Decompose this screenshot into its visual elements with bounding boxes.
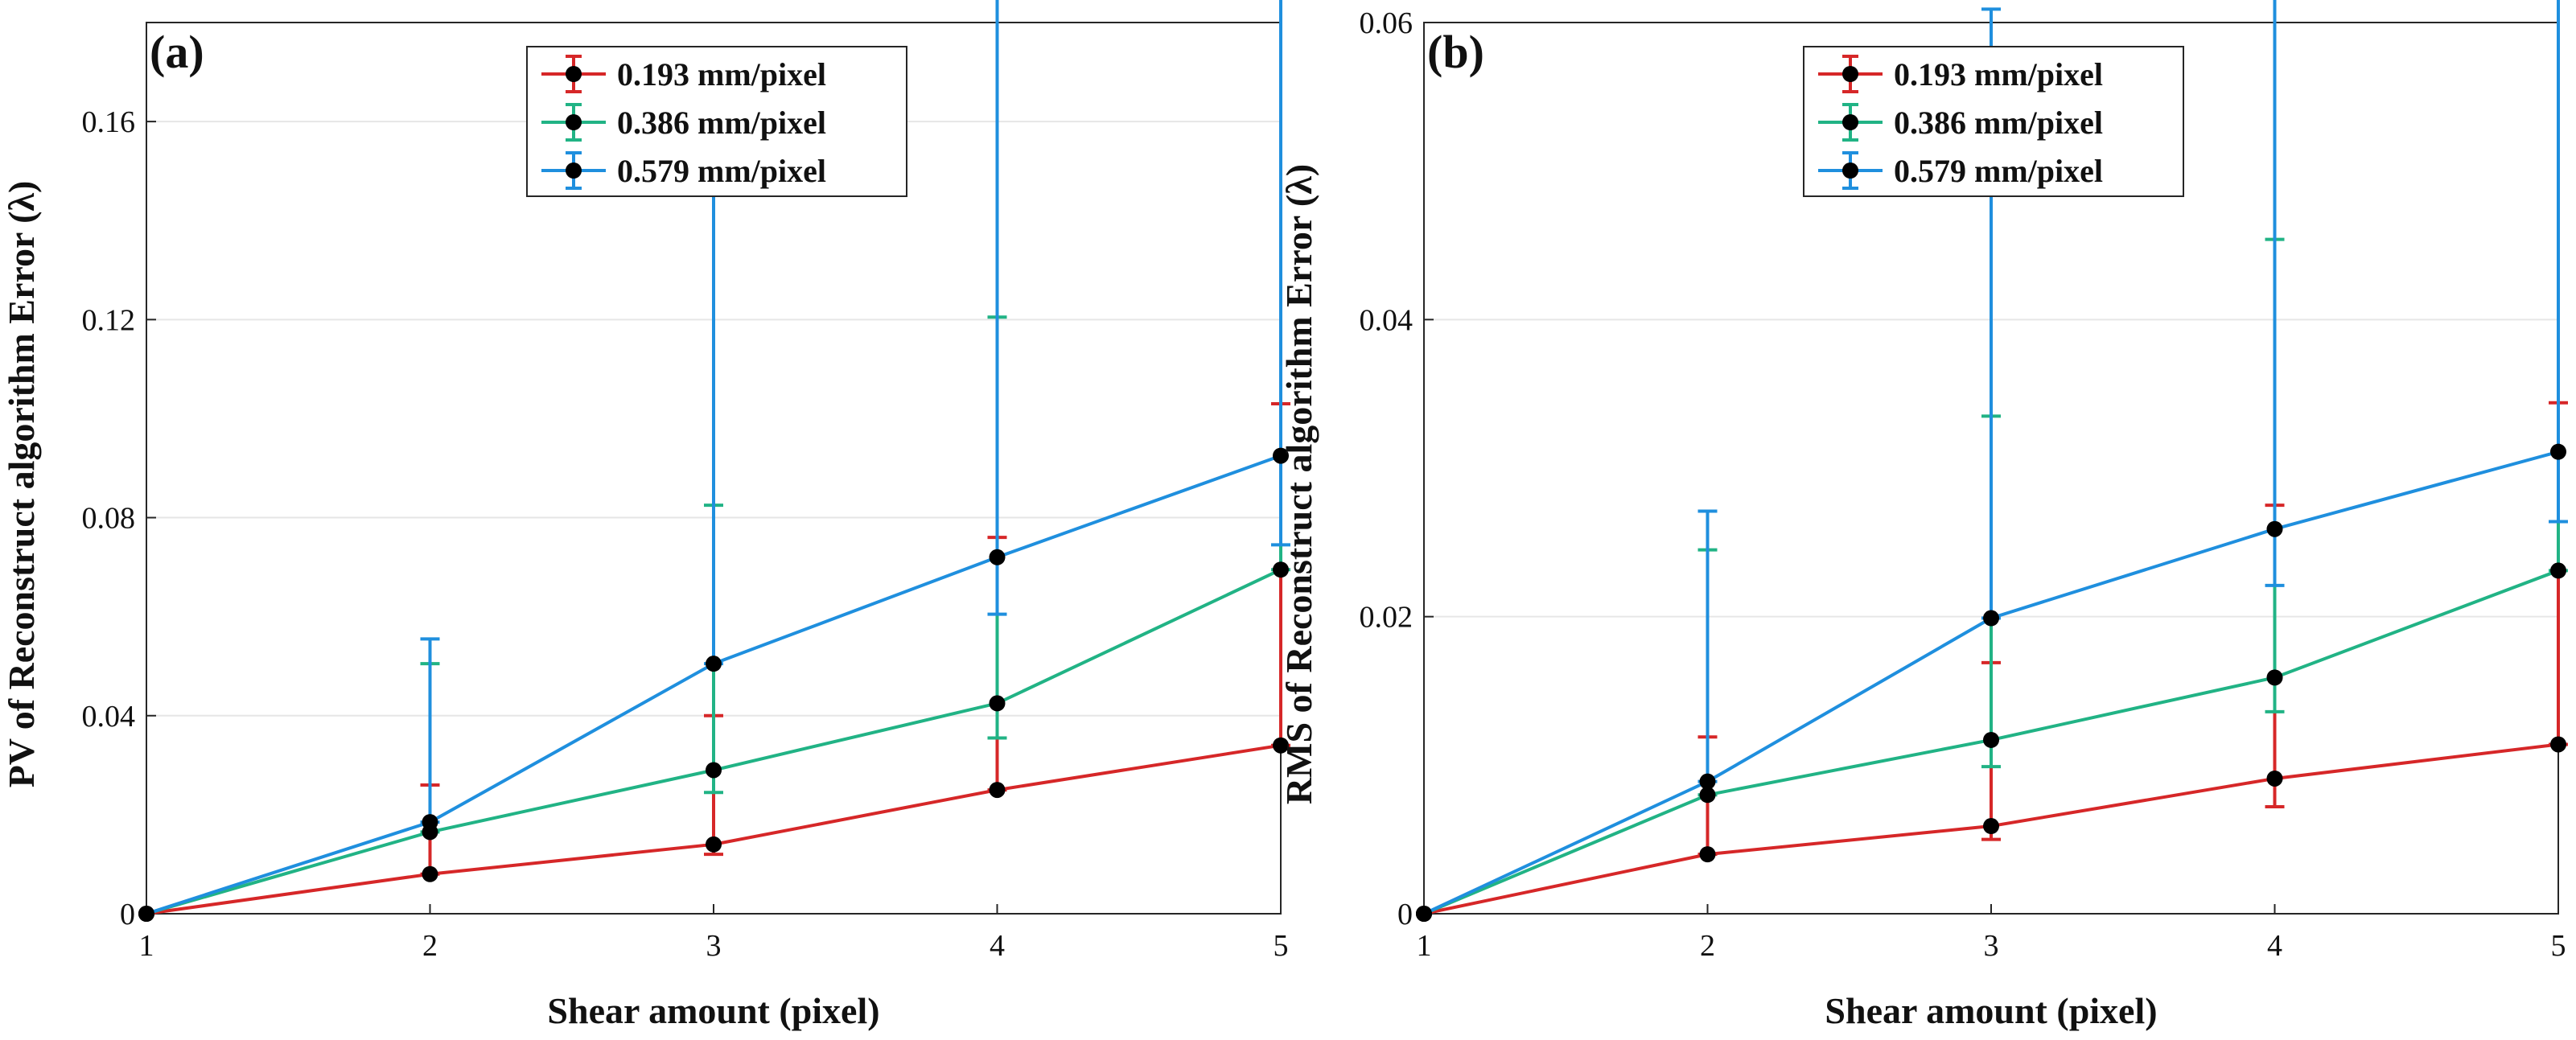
data-point	[422, 865, 438, 882]
x-axis-title: Shear amount (pixel)	[547, 990, 879, 1031]
panel-label: (b)	[1427, 26, 1484, 78]
data-point	[138, 906, 154, 922]
x-tick-label: 3	[1984, 929, 1999, 963]
x-tick-label: 2	[1700, 929, 1715, 963]
x-axis-title: Shear amount (pixel)	[1825, 990, 2157, 1031]
legend-label-1: 0.193 mm/pixel	[1894, 56, 2103, 92]
legend-label-1: 0.193 mm/pixel	[617, 56, 826, 92]
y-axis-title: RMS of Reconstruct algorithm Error (λ)	[1278, 164, 1319, 804]
data-point	[706, 836, 722, 853]
y-tick-label: 0.06	[1360, 6, 1414, 40]
panel-b: 0 0.02 0.04 0.06 1 2 3 4 5 0.193 mm/pixel 0.386 mm…	[1278, 0, 2568, 1031]
panel-label: (a)	[150, 26, 204, 78]
legend-label-3: 0.579 mm/pixel	[1894, 153, 2103, 189]
data-point	[989, 782, 1006, 799]
x-tick-label: 2	[422, 929, 438, 963]
y-axis-title: PV of Reconstruct algorithm Error (λ)	[1, 181, 42, 788]
legend-swatch-marker	[1842, 114, 1858, 130]
data-point	[1983, 731, 1999, 748]
y-tick-label: 0.02	[1360, 601, 1414, 635]
y-tick-label: 0.08	[82, 502, 136, 536]
legend-label-2: 0.386 mm/pixel	[617, 105, 826, 141]
y-tick-label: 0.16	[82, 105, 136, 139]
y-tick-label: 0.04	[82, 700, 136, 734]
data-point	[1273, 561, 1289, 578]
data-point	[2266, 520, 2283, 537]
data-point	[1273, 447, 1289, 464]
x-tick-label: 1	[1417, 929, 1432, 963]
y-tick-label: 0	[1397, 898, 1413, 931]
x-tick-label: 4	[990, 929, 1005, 963]
x-tick-label: 5	[2551, 929, 2566, 963]
data-point	[1983, 818, 1999, 835]
data-point	[706, 762, 722, 779]
x-tick-label: 5	[1274, 929, 1289, 963]
y-tick-label: 0	[120, 898, 135, 931]
data-point	[2266, 669, 2283, 686]
data-point	[1416, 906, 1432, 922]
data-point	[1273, 737, 1289, 754]
legend-label-2: 0.386 mm/pixel	[1894, 105, 2103, 141]
legend-swatch-marker	[1842, 66, 1858, 82]
panel-a: 0 0.04 0.08 0.12 0.16 1 2 3 4 5 0.193 mm/pixel 0.38…	[1, 0, 1290, 1031]
data-point	[2550, 736, 2566, 753]
legend-swatch-marker	[566, 162, 582, 179]
legend-swatch-marker	[1842, 162, 1858, 179]
data-point	[989, 695, 1006, 712]
data-point	[1699, 846, 1716, 863]
y-tick-label: 0.12	[82, 303, 136, 337]
x-tick-label: 1	[139, 929, 154, 963]
data-point	[1983, 610, 1999, 627]
data-point	[2550, 443, 2566, 460]
y-tick-label: 0.04	[1360, 303, 1414, 337]
legend-label-3: 0.579 mm/pixel	[617, 153, 826, 189]
data-point	[2550, 562, 2566, 579]
x-tick-label: 3	[706, 929, 722, 963]
data-point	[1699, 773, 1716, 790]
data-point	[422, 814, 438, 831]
legend-swatch-marker	[566, 114, 582, 130]
data-point	[706, 656, 722, 672]
x-tick-label: 4	[2267, 929, 2282, 963]
data-point	[2266, 770, 2283, 787]
legend-swatch-marker	[566, 66, 582, 82]
data-point	[1699, 787, 1716, 804]
data-point	[989, 549, 1006, 565]
